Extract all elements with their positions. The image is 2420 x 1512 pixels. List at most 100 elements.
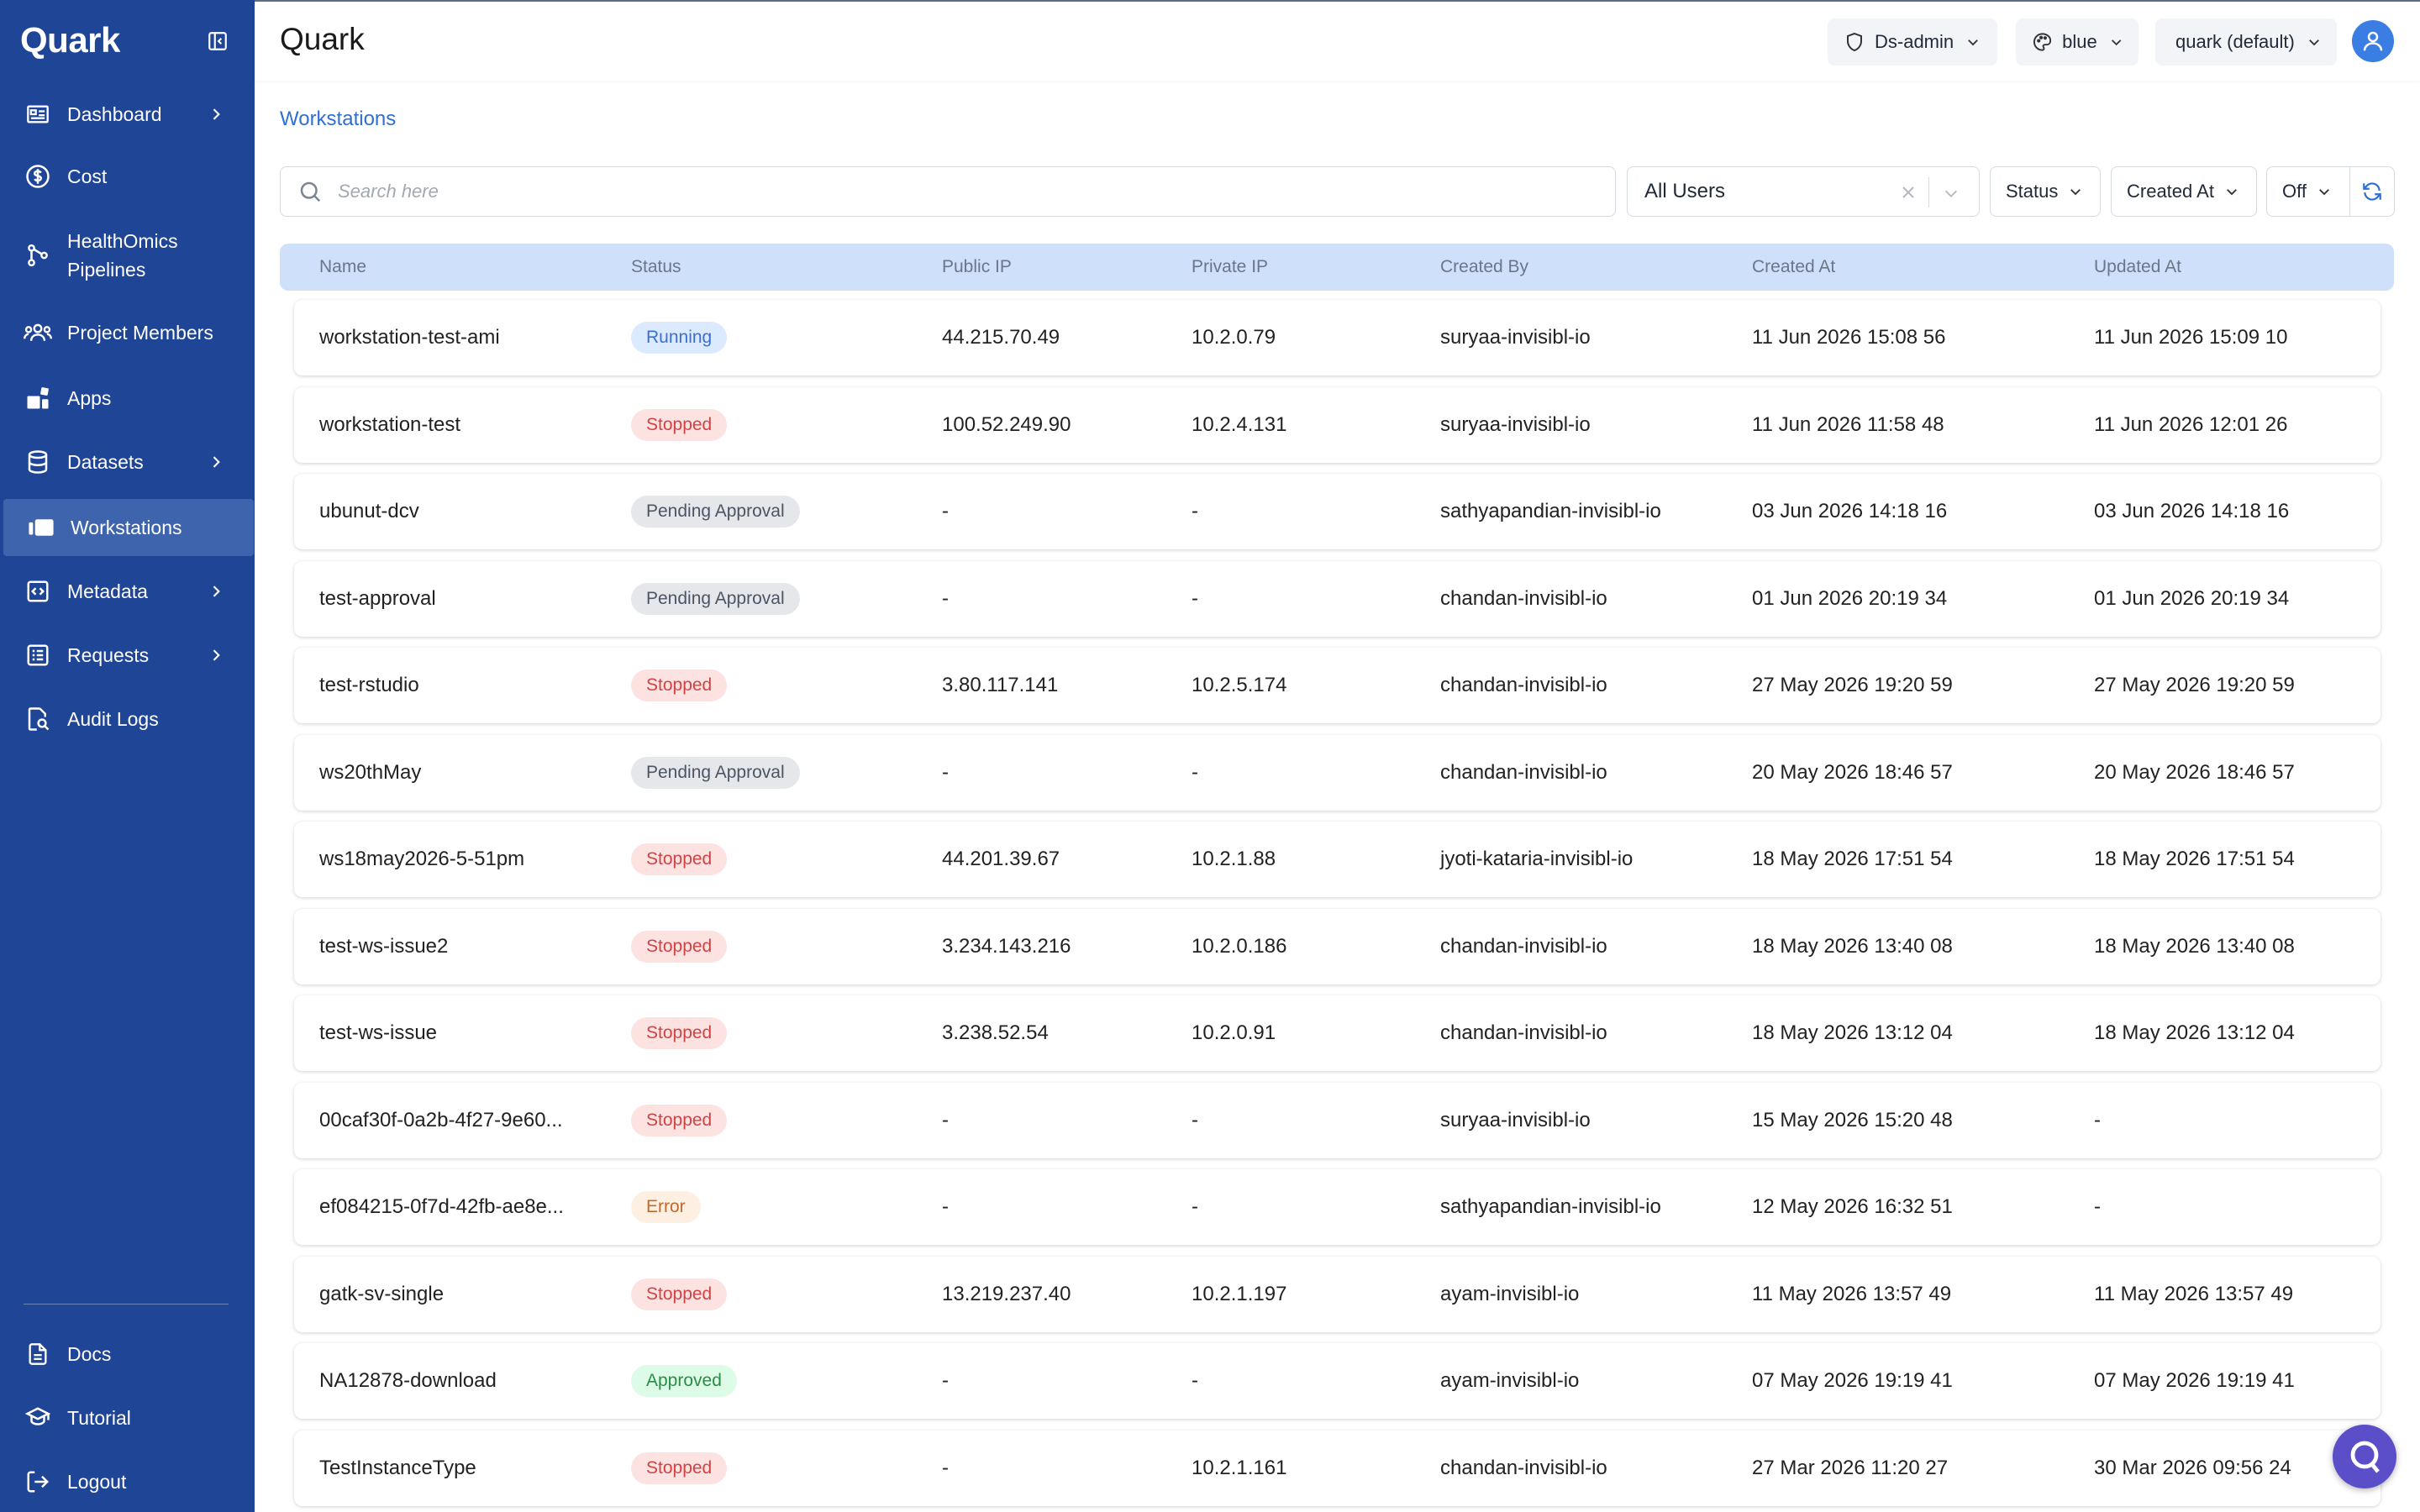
cell-created-by: sathyapandian-invisibl-io [1440,1195,1661,1218]
cell-public-ip: 3.234.143.216 [942,934,1071,958]
graduation-cap-icon [24,1404,52,1432]
shield-icon [1847,32,1862,52]
cell-updated-at: - [2094,1108,2101,1131]
sidebar-item-workstations[interactable]: Workstations [3,499,254,556]
status-badge: Stopped [631,843,728,875]
status-filter[interactable]: Status [1990,166,2101,217]
chevron-right-icon [213,585,220,597]
role-value: Ds-admin [1875,31,1954,52]
cell-created-at: 27 Mar 2026 11:20 27 [1752,1456,1949,1479]
sidebar-item-cost[interactable]: Cost [0,148,255,205]
cell-created-at: 07 May 2026 19:19 41 [1752,1369,1953,1392]
status-badge: Pending Approval [631,582,800,615]
auto-refresh-select[interactable]: Off [2266,166,2350,217]
cell-public-ip: 44.201.39.67 [942,848,1060,870]
status-badge: Error [631,1191,701,1223]
column-header-status[interactable]: Status [631,257,681,276]
table-row[interactable]: test-approval - - chandan-invisibl-io 01 Jun… [294,560,2381,637]
cell-created-by: suryaa-invisibl-io [1440,412,1591,436]
refresh-icon [2362,182,2381,201]
table-row[interactable]: ws20thMay - - chandan-invisibl-io 20 May 202… [294,734,2381,811]
table-row[interactable]: test-ws-issue 3.238.52.54 10.2.0.91 chandan… [294,995,2381,1071]
sidebar-item-label: Logout [67,1471,127,1493]
status-badge: Stopped [631,669,728,701]
sidebar-item-apps[interactable]: Apps [0,370,255,427]
sidebar-item-label: Dashboard [67,103,162,125]
cell-private-ip: 10.2.1.88 [1192,848,1276,870]
user-avatar[interactable] [2352,20,2394,62]
cell-updated-at: 18 May 2026 17:51 54 [2094,848,2295,870]
theme-value: blue [2062,31,2097,52]
chevron-down-icon [2319,189,2329,196]
breadcrumb[interactable]: Workstations [280,108,397,130]
cell-created-at: 01 Jun 2026 20:19 34 [1752,586,1948,610]
sidebar-item-audit-logs[interactable]: Audit Logs [0,690,255,748]
sidebar-item-label: Tutorial [67,1407,131,1429]
status-badge: Pending Approval [631,756,800,789]
sidebar-item-logout[interactable]: Logout [0,1453,255,1510]
chevron-down-icon [2227,189,2237,196]
user-filter-select[interactable]: All Users [1627,166,1980,217]
sidebar-item-healthomics-pipelines[interactable]: HealthOmics Pipelines [0,225,255,286]
role-selector[interactable]: Ds-admin [1828,18,1997,66]
sidebar-item-requests[interactable]: Requests [0,627,255,684]
table-row[interactable]: TestInstanceType - 10.2.1.161 chandan-invis… [294,1430,2381,1506]
cell-created-at: 11 Jun 2026 15:08 56 [1752,326,1946,349]
column-header-updated-at[interactable]: Updated At [2094,257,2181,276]
created-at-filter[interactable]: Created At [2111,166,2257,217]
sidebar-item-project-members[interactable]: Project Members [0,304,255,361]
cell-created-by: chandan-invisibl-io [1440,586,1607,610]
sidebar-item-label: Audit Logs [67,708,159,730]
cell-private-ip: 10.2.0.91 [1192,1021,1276,1044]
column-header-created-at[interactable]: Created At [1752,257,1836,276]
sidebar-item-docs[interactable]: Docs [0,1326,255,1383]
table-row[interactable]: ubunut-dcv - - sathyapandian-invisibl-io 03 … [294,474,2381,549]
sidebar-item-label-line2: Pipelines [67,259,146,281]
column-header-name[interactable]: Name [319,257,367,276]
column-header-private-ip[interactable]: Private IP [1192,257,1269,276]
cell-private-ip: - [1192,1195,1198,1218]
apps-icon [24,384,52,412]
help-chat-button[interactable] [2333,1425,2396,1488]
cell-updated-at: - [2094,1195,2101,1218]
table-row[interactable]: NA12878-download - - ayam-invisibl-io 07 May… [294,1343,2381,1419]
status-badge: Stopped [631,408,728,441]
clear-icon[interactable] [1898,182,1918,202]
search-input[interactable] [338,181,1514,202]
cell-created-by: chandan-invisibl-io [1440,760,1607,784]
table-row[interactable]: workstation-test-ami 44.215.70.49 10.2.0.7… [294,300,2381,375]
chevron-down-icon[interactable] [1942,184,1960,202]
cell-public-ip: - [942,760,949,784]
collapse-sidebar-icon[interactable] [207,30,229,52]
cell-public-ip: 3.80.117.141 [942,674,1059,696]
sidebar-item-metadata[interactable]: Metadata [0,563,255,620]
workstation-icon [27,513,55,542]
column-header-public-ip[interactable]: Public IP [942,257,1012,276]
table-row[interactable]: gatk-sv-single 13.219.237.40 10.2.1.197 aya… [294,1256,2381,1332]
project-selector[interactable]: quark (default) [2155,18,2337,66]
requests-icon [24,641,52,669]
table-row[interactable]: ef084215-0f7d-42fb-ae8e... - - sathyapandia… [294,1169,2381,1245]
sidebar-item-datasets[interactable]: Datasets [0,433,255,491]
sidebar-item-label: Requests [67,644,150,666]
sidebar: Quark Dashboard Cost HealthOmics Pipelin… [0,0,255,1512]
refresh-button[interactable] [2349,166,2395,217]
sidebar-item-dashboard[interactable]: Dashboard [0,86,255,143]
cell-created-at: 18 May 2026 13:12 04 [1752,1021,1953,1044]
cell-name: TestInstanceType [319,1456,476,1479]
cell-private-ip: 10.2.0.186 [1192,934,1287,958]
table-row[interactable]: test-ws-issue2 3.234.143.216 10.2.0.186 cha… [294,908,2381,984]
cell-updated-at: 01 Jun 2026 20:19 34 [2094,586,2290,610]
sidebar-item-label: Metadata [67,580,148,602]
table-row[interactable]: ws18may2026-5-51pm 44.201.39.67 10.2.1.88 j… [294,822,2381,897]
column-header-created-by[interactable]: Created By [1440,257,1529,276]
table-row[interactable]: workstation-test 100.52.249.90 10.2.4.131 s… [294,386,2381,463]
theme-selector[interactable]: blue [2016,18,2139,66]
table-row[interactable]: 00caf30f-0a2b-4f27-9e60... - - suryaa-invis… [294,1082,2381,1158]
cell-name: workstation-test [319,412,461,436]
cell-updated-at: 27 May 2026 19:20 59 [2094,674,2295,696]
table-row[interactable]: test-rstudio 3.80.117.141 10.2.5.174 chanda… [294,648,2381,723]
sidebar-item-tutorial[interactable]: Tutorial [0,1389,255,1446]
cell-updated-at: 11 May 2026 13:57 49 [2094,1282,2294,1305]
palette-icon [2033,33,2052,51]
